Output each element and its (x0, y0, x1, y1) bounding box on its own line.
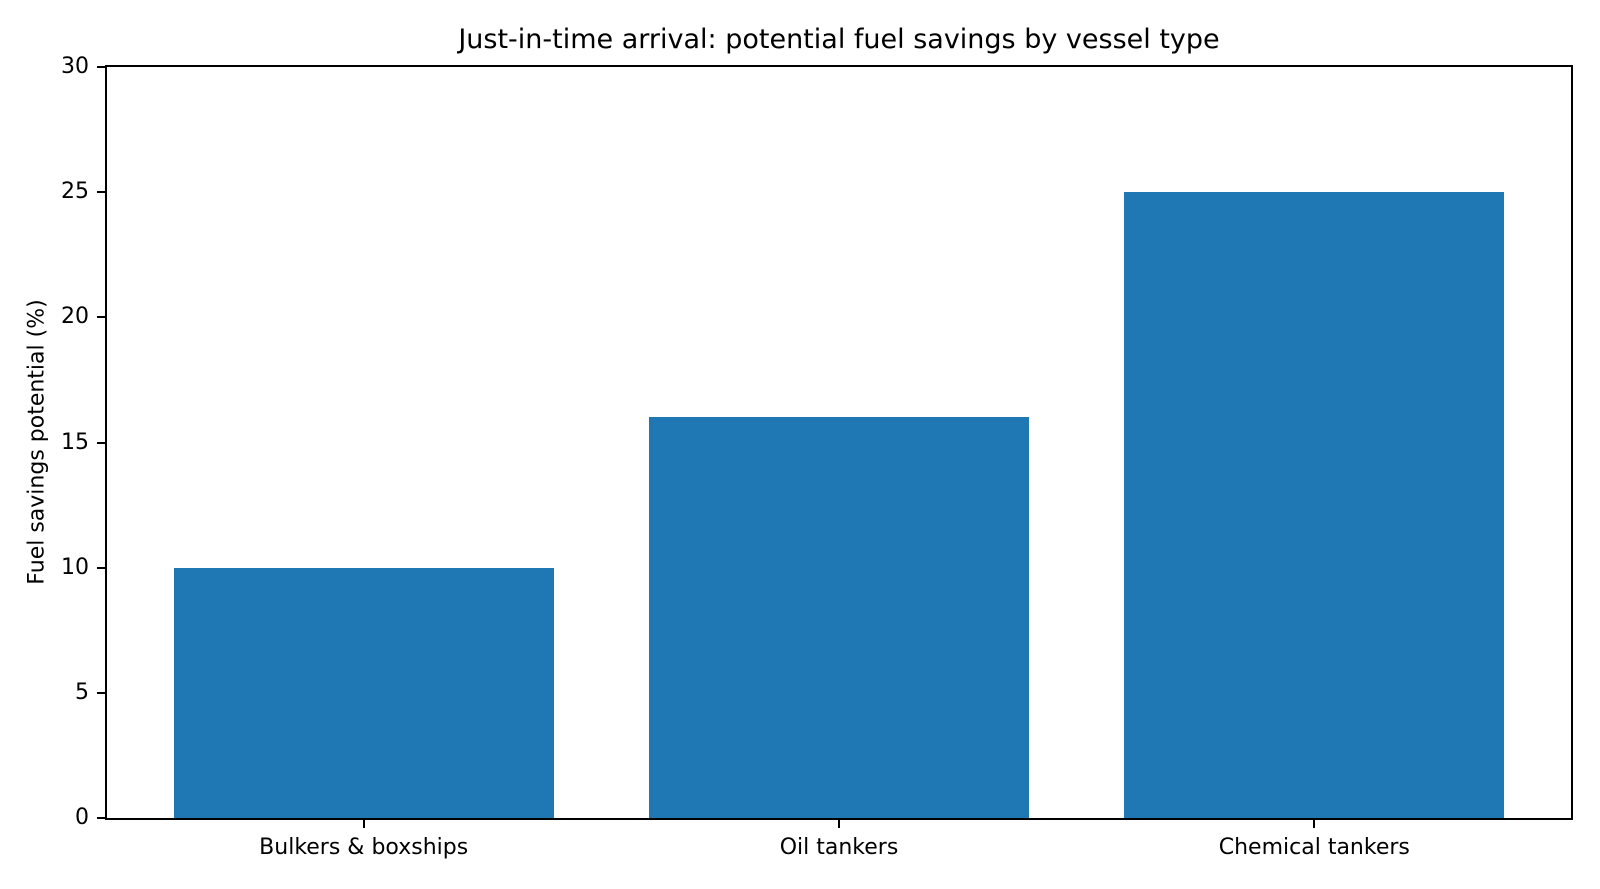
x-tick-label: Chemical tankers (1218, 835, 1410, 860)
chart-title: Just-in-time arrival: potential fuel sav… (458, 24, 1220, 55)
y-tick-label: 30 (61, 54, 89, 79)
x-tick-mark (362, 820, 365, 828)
bar-bulkers-boxships (173, 567, 554, 818)
y-tick-label: 15 (61, 429, 89, 455)
y-tick-mark (97, 66, 105, 68)
y-tick-mark (97, 191, 105, 194)
y-tick-label: 20 (61, 304, 89, 330)
bar-oil-tankers (648, 417, 1030, 818)
x-tick-label: Oil tankers (779, 835, 899, 860)
y-tick-mark (97, 441, 105, 444)
y-tick-label: 5 (75, 679, 89, 705)
plot-area (105, 65, 1573, 820)
y-tick-mark (97, 691, 105, 694)
x-tick-mark (838, 820, 840, 828)
y-tick-label: 25 (61, 179, 89, 205)
y-tick-mark (97, 817, 105, 819)
y-tick-mark (97, 316, 105, 319)
x-tick-mark (1313, 820, 1316, 828)
x-tick-label: Bulkers & boxships (259, 835, 469, 860)
y-tick-label: 0 (75, 805, 89, 830)
y-tick-label: 10 (61, 554, 89, 580)
y-tick-mark (97, 566, 105, 569)
bar-chemical-tankers (1124, 192, 1505, 818)
